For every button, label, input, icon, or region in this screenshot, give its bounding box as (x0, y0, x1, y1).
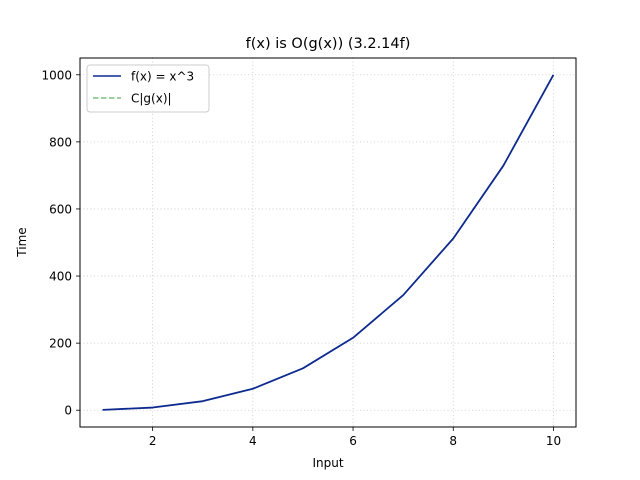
x-tick-label: 10 (546, 434, 561, 448)
legend: f(x) = x^3 C|g(x)| (86, 64, 210, 113)
x-tick-label: 2 (149, 434, 157, 448)
plot-frame (79, 57, 577, 428)
y-tick-label: 0 (64, 404, 72, 418)
chart-title: f(x) is O(g(x)) (3.2.14f) (246, 36, 411, 52)
y-tick-label: 400 (49, 270, 72, 284)
y-axis-label: Time (15, 227, 29, 257)
x-axis-label: Input (312, 456, 343, 470)
y-tick-label: 200 (49, 337, 72, 351)
x-tick-label: 8 (449, 434, 457, 448)
x-tick-label: 6 (349, 434, 357, 448)
y-tick-label: 1000 (41, 68, 72, 82)
x-tick-label: 4 (249, 434, 257, 448)
y-tick-label: 600 (49, 202, 72, 216)
legend-label-cg: C|g(x)| (131, 92, 172, 106)
tick-layer: 2 4 6 8 10 0 200 400 600 800 1000 (41, 68, 561, 448)
grid-layer (80, 58, 576, 427)
y-tick-label: 800 (49, 135, 72, 149)
legend-label-f: f(x) = x^3 (131, 70, 194, 84)
series-layer (102, 74, 555, 411)
series-line-0 (102, 74, 555, 411)
